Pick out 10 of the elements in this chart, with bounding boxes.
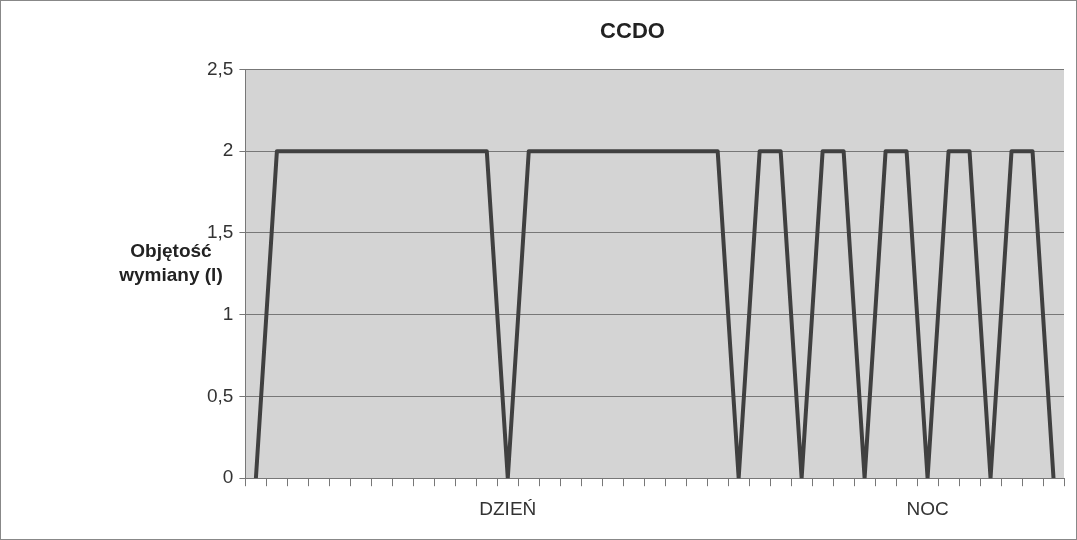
y-tick-label: 2,5	[206, 57, 234, 79]
x-tick-label: DZIEŃ	[479, 497, 537, 519]
y-tick-label: 2	[222, 139, 234, 161]
y-tick-label: 1	[222, 302, 234, 324]
x-tick-label: NOC	[906, 497, 949, 519]
y-tick-label: 0	[222, 466, 234, 488]
y-tick-label: 1,5	[206, 221, 234, 243]
y-axis-title: Objętość wymiany (l)	[118, 240, 223, 287]
y-tick-label: 0,5	[206, 384, 234, 406]
chart-title: CCDO	[600, 18, 665, 44]
